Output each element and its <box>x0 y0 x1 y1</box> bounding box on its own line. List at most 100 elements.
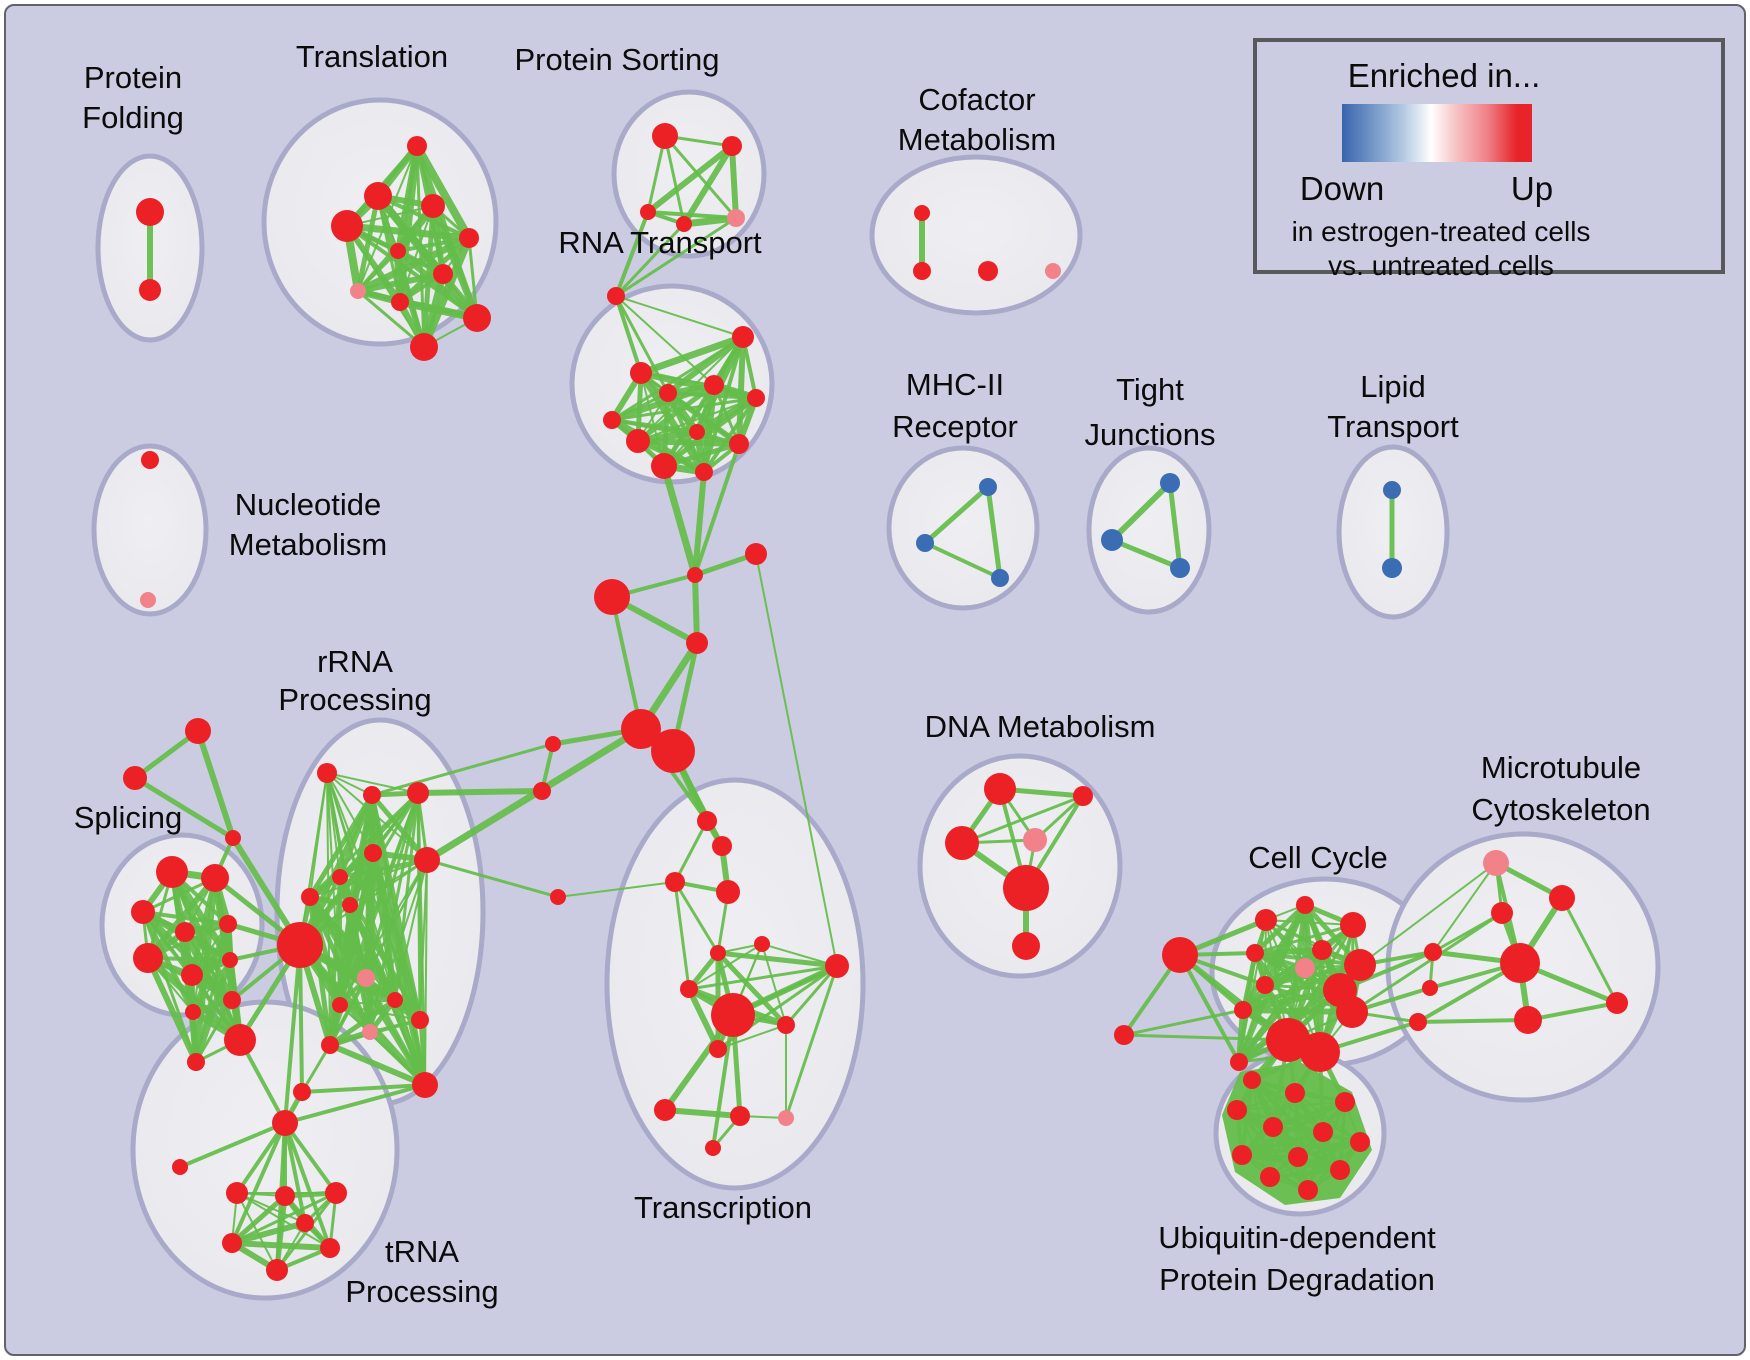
network-node-sp10[interactable] <box>224 1024 256 1056</box>
network-node-u14[interactable] <box>362 1024 378 1040</box>
network-node-mc4[interactable] <box>1514 1006 1542 1034</box>
network-node-u7[interactable] <box>342 897 358 913</box>
network-node-u10[interactable] <box>332 997 348 1013</box>
network-node-rt8[interactable] <box>689 424 705 440</box>
network-node-cc0[interactable] <box>1162 937 1198 973</box>
network-node-tc7[interactable] <box>680 980 698 998</box>
network-node-ub9[interactable] <box>1260 1167 1280 1187</box>
network-node-cc18[interactable] <box>1409 1013 1427 1031</box>
network-node-u3[interactable] <box>364 844 382 862</box>
network-node-ub2[interactable] <box>1335 1092 1355 1112</box>
network-node-w3[interactable] <box>275 1186 295 1206</box>
network-node-w1[interactable] <box>172 1159 188 1175</box>
network-node-sp1[interactable] <box>201 864 229 892</box>
network-node-fx0[interactable] <box>185 718 211 744</box>
network-node-d2[interactable] <box>945 826 979 860</box>
network-node-d0[interactable] <box>984 773 1016 805</box>
network-node-w6[interactable] <box>320 1238 340 1258</box>
network-node-cn2[interactable] <box>594 579 630 615</box>
network-node-tr8[interactable] <box>391 293 409 311</box>
network-node-lt0[interactable] <box>1383 481 1401 499</box>
network-node-cc8[interactable] <box>1344 949 1376 981</box>
network-node-u6[interactable] <box>301 888 319 906</box>
network-node-sp3[interactable] <box>175 922 195 942</box>
network-node-w7[interactable] <box>266 1259 288 1281</box>
network-node-nm0[interactable] <box>141 451 159 469</box>
network-node-cf1[interactable] <box>913 262 931 280</box>
network-node-ub3[interactable] <box>1227 1100 1247 1120</box>
network-node-m2[interactable] <box>991 569 1009 587</box>
network-node-w2[interactable] <box>226 1182 248 1204</box>
network-node-cc9[interactable] <box>1256 976 1274 994</box>
network-node-u13[interactable] <box>321 1036 339 1054</box>
network-node-cf0[interactable] <box>914 205 930 221</box>
network-node-ub8[interactable] <box>1288 1147 1308 1167</box>
network-node-lt1[interactable] <box>1382 558 1402 578</box>
network-node-rt1[interactable] <box>732 326 754 348</box>
network-node-sp11[interactable] <box>187 1053 205 1071</box>
network-node-rt9[interactable] <box>729 434 749 454</box>
network-node-w5[interactable] <box>222 1233 242 1253</box>
network-node-tc10[interactable] <box>709 1040 727 1058</box>
network-node-rt7[interactable] <box>626 429 650 453</box>
network-node-mc5[interactable] <box>1606 992 1628 1014</box>
network-node-tc9[interactable] <box>777 1016 795 1034</box>
network-node-w4[interactable] <box>325 1182 347 1204</box>
network-node-u11[interactable] <box>387 992 403 1008</box>
network-node-cc10[interactable] <box>1234 1001 1252 1019</box>
network-node-tr2[interactable] <box>331 210 363 242</box>
network-node-tr9[interactable] <box>463 304 491 332</box>
network-node-pf0[interactable] <box>136 198 164 226</box>
network-node-rt4[interactable] <box>704 375 724 395</box>
network-node-d5[interactable] <box>1012 932 1040 960</box>
network-node-ub0[interactable] <box>1243 1071 1261 1089</box>
network-node-mc0[interactable] <box>1483 850 1509 876</box>
network-node-u15[interactable] <box>412 1072 438 1098</box>
network-node-d1[interactable] <box>1073 786 1093 806</box>
network-node-tc14[interactable] <box>705 1140 721 1156</box>
network-node-tc12[interactable] <box>730 1106 750 1126</box>
network-node-tr4[interactable] <box>459 228 479 248</box>
network-node-sp5[interactable] <box>133 943 163 973</box>
network-node-tc5[interactable] <box>710 945 726 961</box>
network-node-sp2[interactable] <box>131 900 155 924</box>
network-node-cc5[interactable] <box>1312 940 1332 960</box>
network-node-sp9[interactable] <box>185 1004 201 1020</box>
network-node-fx2[interactable] <box>225 830 241 846</box>
network-node-nm1[interactable] <box>140 592 156 608</box>
network-node-tj0[interactable] <box>1160 473 1180 493</box>
network-node-d4[interactable] <box>1003 865 1049 911</box>
network-node-u5[interactable] <box>414 847 440 873</box>
network-node-cn5[interactable] <box>651 729 695 773</box>
network-node-tc1[interactable] <box>712 836 732 856</box>
network-node-ub1[interactable] <box>1285 1083 1305 1103</box>
network-node-u2[interactable] <box>407 782 429 804</box>
network-node-u4[interactable] <box>332 869 348 885</box>
network-node-mc2[interactable] <box>1491 902 1513 924</box>
network-node-ps2[interactable] <box>640 204 656 220</box>
network-node-tr1[interactable] <box>364 182 392 210</box>
network-node-w0[interactable] <box>272 1110 298 1136</box>
network-node-rt0[interactable] <box>607 287 625 305</box>
network-node-cn4[interactable] <box>621 709 661 749</box>
network-node-u1[interactable] <box>363 786 381 804</box>
network-node-tc0[interactable] <box>697 811 717 831</box>
network-node-cc6[interactable] <box>1246 944 1264 962</box>
network-node-cc17[interactable] <box>1422 980 1438 996</box>
network-node-rt11[interactable] <box>695 463 713 481</box>
network-node-mc1[interactable] <box>1549 885 1575 911</box>
network-node-mc3[interactable] <box>1500 943 1540 983</box>
network-node-pf1[interactable] <box>139 279 161 301</box>
network-node-cn7[interactable] <box>533 782 551 800</box>
network-node-rt2[interactable] <box>630 362 652 384</box>
network-node-sp0[interactable] <box>156 856 188 888</box>
network-node-tr0[interactable] <box>407 136 427 156</box>
network-node-cc1[interactable] <box>1114 1025 1134 1045</box>
network-node-ub5[interactable] <box>1313 1122 1333 1142</box>
network-node-u8[interactable] <box>277 922 323 968</box>
network-node-ub6[interactable] <box>1350 1132 1370 1152</box>
network-node-rt10[interactable] <box>651 453 677 479</box>
network-node-tc4[interactable] <box>754 936 770 952</box>
network-node-cn8[interactable] <box>550 889 566 905</box>
network-node-cc3[interactable] <box>1296 896 1314 914</box>
